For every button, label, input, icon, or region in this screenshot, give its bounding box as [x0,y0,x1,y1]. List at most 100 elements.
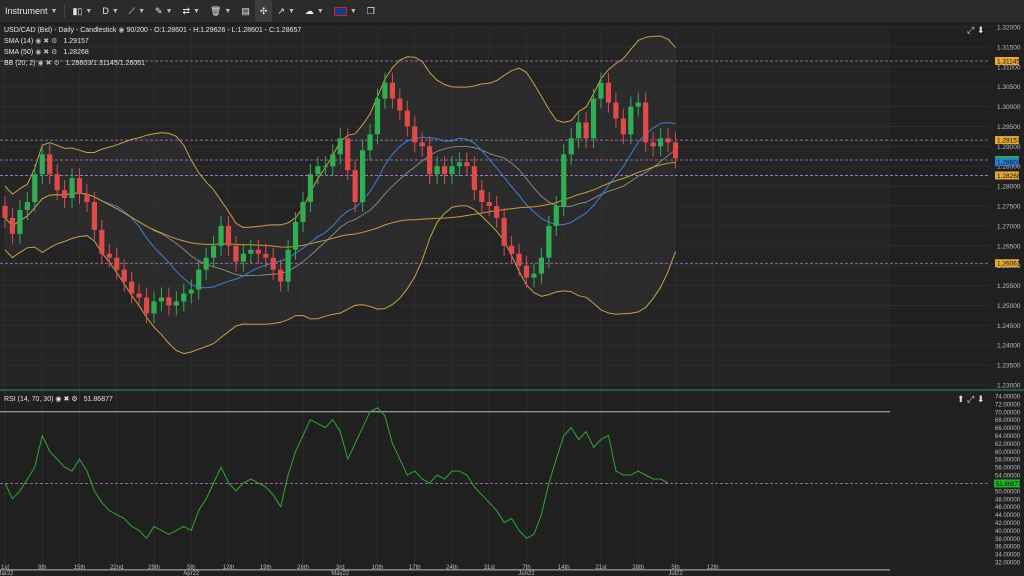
candle-body [136,293,142,298]
candle-body [345,138,351,171]
rsi-tick-label: 46.00000 [995,505,1021,511]
legend-title: USD/CAD (Bid) - Daily - Candlestick [4,26,117,34]
drawing-tool-button[interactable]: ⟋ ▼ [124,0,150,22]
candle-body [628,106,634,135]
candle-body [203,257,209,270]
bb-name: BB (20, 2) [4,59,36,67]
price-label-box [995,136,1019,145]
candle-body [672,142,679,159]
eye-icon[interactable]: ◉ [55,396,62,403]
candle-body [404,110,410,127]
gear-icon[interactable]: ⚙ [53,60,60,67]
chart-area[interactable]: 1.32000 1.31500 1.31000 1.30500 1.30000 1.295… [0,22,1024,576]
price-tick-label: 1.26500 [997,243,1021,250]
arrow-down-icon[interactable]: ⬇ [977,25,985,35]
candle-body [240,253,246,262]
sma14-value: 1.29157 [63,37,89,45]
instrument-menu[interactable]: Instrument ▼ [0,0,62,22]
price-tick-label: 1.27000 [997,223,1021,230]
price-labels: 1.311451.291571.286571.286031.282681.260… [995,57,1021,268]
price-tick-label: 1.32000 [997,25,1021,32]
price-label-box [995,171,1019,180]
candle-body [486,202,492,206]
rsi-tick-label: 60.00000 [995,450,1021,456]
eye-icon[interactable]: ◉ [37,60,44,67]
eye-icon[interactable]: ◉ [35,38,42,45]
rsi-tick-label: 68.00000 [995,418,1021,424]
close-icon[interactable]: ✖ [63,396,70,403]
candle-body [278,269,284,282]
time-tick-label: 12th [223,565,235,571]
time-month-label: Jul22 [668,571,683,576]
sma50-name: SMA (50) [4,48,34,56]
time-tick-label: 10th [372,565,384,571]
share-button[interactable]: ↗ ▼ [272,0,299,22]
bar-type-icon: ▮▯ [72,5,83,16]
bar-type-button[interactable]: ▮▯ ▼ [67,0,97,22]
gear-icon[interactable]: ⚙ [51,38,58,45]
language-button[interactable]: ▼ [329,0,362,22]
gear-icon[interactable]: ⚙ [51,49,58,56]
price-tick-label: 1.30000 [997,104,1021,111]
candle-body [69,178,75,199]
rsi-tick-label: 42.00000 [995,521,1021,527]
close-icon[interactable]: ✖ [43,49,50,56]
window-button[interactable]: ❐ [362,0,380,22]
theme-button[interactable]: ☁ ▼ [300,0,329,22]
candle-body [106,253,112,258]
candle-body [225,225,232,246]
maximize-icon[interactable]: ⤢ [967,25,975,35]
arrow-down-icon[interactable]: ⬇ [977,394,985,404]
time-tick-label: 7th [522,565,530,571]
pencil-icon: ✎ [155,5,163,16]
candle-body [114,257,120,270]
gear-icon[interactable]: ⚙ [71,396,78,403]
rsi-tick-label: 48.00000 [995,497,1021,503]
layout-button[interactable]: ▤ [236,0,255,22]
chevron-down-icon: ▼ [349,7,357,15]
maximize-icon[interactable]: ⤢ [967,394,975,404]
rsi-tick-label: 58.00000 [995,458,1021,464]
crosshair-button[interactable]: ✣ [254,0,273,22]
timeframe-label: D [102,6,109,16]
candle-body [635,102,641,107]
candle-body [620,118,626,135]
time-tick-label: 5th [671,565,679,571]
chevron-down-icon: ▼ [224,7,232,15]
pencil-button[interactable]: ✎ ▼ [150,0,177,22]
timeframe-menu[interactable]: D ▼ [97,0,123,22]
close-icon[interactable]: ✖ [43,38,50,45]
rsi-tick-label: 62.00000 [995,442,1021,448]
rsi-tick-label: 44.00000 [995,513,1021,519]
chevron-down-icon: ▼ [85,7,93,15]
candle-body [538,257,544,274]
trash-button[interactable]: 🗑 ▼ [205,0,236,22]
candle-body [24,202,30,210]
time-tick-label: 12th [707,565,719,571]
time-axis: 1stMar228th15th22nd29th5thApr2212th19th2… [0,565,719,576]
price-label-text: 1.28268 [997,173,1021,180]
candle-body [173,301,179,306]
eye-icon[interactable]: ◉ [35,49,42,56]
candle-body [590,98,597,139]
rsi-tick-label: 32.00000 [995,561,1021,567]
indicators-button[interactable]: ⇄ ▼ [177,0,204,22]
candle-body [300,202,306,222]
time-month-label: Mar22 [0,571,14,576]
rsi-tick-label: 56.00000 [995,466,1021,472]
price-label-box [995,57,1019,66]
time-month-label: Jun22 [518,571,535,576]
arrow-up-icon[interactable]: ⬆ [957,394,965,404]
eye-icon[interactable]: ◉ [118,27,125,34]
candle-body [553,206,559,226]
bb-fill [5,36,676,354]
candle-body [650,142,656,147]
candle-body [129,281,135,294]
candle-body [121,269,127,282]
rsi-tick-label: 54.00000 [995,474,1021,480]
close-icon[interactable]: ✖ [45,60,52,67]
candle-body [501,217,507,246]
price-label-box [995,259,1019,268]
price-tick-label: 1.25000 [997,303,1021,310]
